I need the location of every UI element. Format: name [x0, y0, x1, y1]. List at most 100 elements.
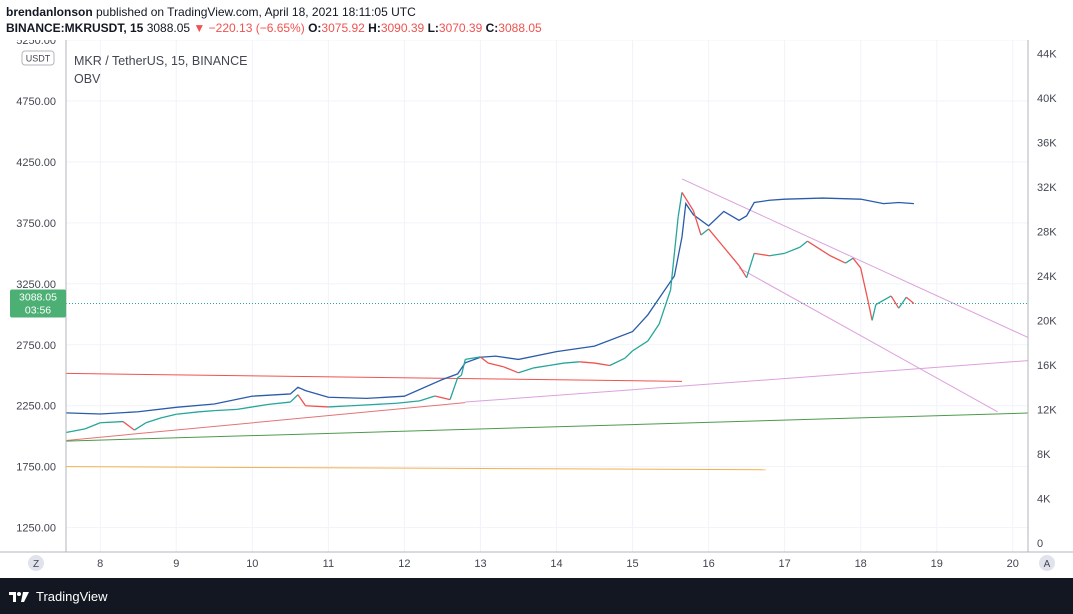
obv-tick-label: 28K: [1037, 226, 1057, 238]
trend-line[interactable]: [738, 267, 998, 413]
obv-tick-label: 12K: [1037, 405, 1057, 417]
price-segment: [746, 253, 755, 278]
time-tick-label: 20: [1007, 558, 1019, 570]
price-segment: [632, 340, 649, 352]
open-label: O:: [308, 21, 322, 35]
symbol-label: BINANCE:MKRUSDT, 15: [6, 21, 144, 35]
price-segment: [692, 210, 702, 236]
price-segment: [579, 361, 595, 364]
auto-scale-button-label: A: [1044, 559, 1051, 570]
time-tick-label: 10: [246, 558, 258, 570]
price-segment: [807, 240, 824, 252]
price-segment: [852, 257, 862, 269]
price-segment: [799, 240, 808, 248]
right-axis-bg: [1028, 40, 1073, 552]
trend-line[interactable]: [681, 178, 1029, 338]
price-tick-label: 1250.00: [16, 523, 56, 535]
tradingview-logo-icon: [9, 592, 29, 602]
price-segment: [100, 420, 124, 424]
time-tick-label: 9: [173, 558, 179, 570]
right-axis-ticks[interactable]: 44K 40K 36K 32K 28K 24K 20K 16K 12K 8K 4K 0: [1037, 48, 1057, 550]
price-chart[interactable]: 5250.00 4750.00 4250.00 3750.00 3250.00 2750.…: [0, 35, 1073, 578]
close-value: 3088.05: [498, 21, 542, 35]
currency-badge[interactable]: USDT: [21, 50, 55, 66]
price-segment: [594, 362, 610, 367]
price-segment: [214, 408, 238, 412]
price-segment: [289, 394, 299, 403]
indicator-legend[interactable]: OBV: [74, 72, 101, 86]
price-segment: [518, 367, 534, 374]
price-tick-label: 4750.00: [16, 96, 56, 108]
price-segment: [487, 362, 504, 368]
trend-line[interactable]: [65, 372, 682, 382]
price-badge-countdown: 03:56: [25, 305, 51, 317]
auto-scale-button[interactable]: A: [1039, 555, 1055, 571]
price-segment: [685, 198, 694, 212]
trend-line[interactable]: [65, 412, 1029, 442]
price-segment: [548, 362, 565, 367]
chart-area[interactable]: 5250.00 4750.00 4250.00 3750.00 3250.00 2750.…: [0, 35, 1073, 578]
timezone-button[interactable]: Z: [28, 555, 44, 571]
price-tick-label: 1750.00: [16, 462, 56, 474]
price-segment: [871, 304, 877, 321]
price-segment: [373, 402, 397, 406]
time-tick-label: 8: [97, 558, 103, 570]
grid: [66, 39, 1028, 552]
price-segment: [176, 411, 200, 415]
price-segment: [396, 400, 420, 404]
price-tick-label: 2750.00: [16, 340, 56, 352]
price-segment: [754, 252, 770, 257]
open-value: 3075.92: [321, 21, 365, 35]
ohlc-line: BINANCE:MKRUSDT, 15 3088.05 ▼ −220.13 (−…: [6, 21, 542, 35]
last-price: 3088.05: [146, 21, 191, 35]
trend-lines[interactable]: [65, 178, 1029, 471]
time-tick-label: 17: [779, 558, 791, 570]
price-segment: [658, 289, 672, 325]
price-badge-price: 3088.05: [19, 292, 57, 304]
price-segment: [160, 413, 177, 419]
price-tick-label: 4250.00: [16, 157, 56, 169]
obv-tick-label: 24K: [1037, 271, 1057, 283]
timezone-button-label: Z: [33, 559, 39, 570]
price-series: [65, 192, 915, 434]
price-segment: [305, 405, 329, 408]
price-segment: [65, 428, 86, 434]
trend-line[interactable]: [465, 360, 1029, 403]
price-segment: [297, 394, 307, 407]
price-badge: 3088.05 03:56: [10, 289, 66, 318]
price-segment: [860, 267, 869, 303]
price-segment: [237, 406, 253, 411]
time-tick-label: 13: [474, 558, 486, 570]
price-segment: [503, 366, 519, 374]
down-arrow-icon: ▼: [193, 21, 206, 35]
time-tick-label: 11: [323, 558, 334, 570]
price-segment: [723, 246, 740, 266]
footer: TradingView: [0, 578, 1073, 614]
price-segment: [890, 295, 900, 309]
price-segment: [457, 374, 462, 379]
chart-legend-title[interactable]: MKR / TetherUS, 15, BINANCE: [74, 54, 247, 68]
price-tick-label: 5250.00: [16, 40, 56, 47]
trend-line[interactable]: [65, 402, 466, 441]
high-value: 3090.39: [380, 21, 425, 35]
low-value: 3070.39: [438, 21, 483, 35]
price-segment: [867, 301, 873, 321]
trend-line[interactable]: [65, 466, 766, 471]
price-segment: [677, 192, 683, 217]
price-segment: [328, 405, 352, 408]
price-segment: [669, 216, 679, 290]
price-segment: [738, 265, 748, 279]
published-text: published on TradingView.com, April 18, …: [92, 5, 416, 19]
footer-brand: TradingView: [36, 588, 108, 604]
price-segment: [822, 250, 831, 257]
low-label: L:: [427, 21, 439, 35]
tradingview-logo[interactable]: TradingView: [8, 588, 108, 604]
author-name[interactable]: brendanlonson: [6, 5, 93, 19]
price-segment: [681, 192, 687, 199]
price-segment: [875, 295, 892, 306]
price-segment: [419, 395, 436, 402]
price-segment: [351, 403, 375, 407]
change-value: −220.13 (−6.65%): [208, 21, 305, 35]
price-tick-label: 2250.00: [16, 401, 56, 413]
time-axis-ticks[interactable]: 8 9 10 11 12 13 14 15 16 17 18 19 20: [97, 558, 1019, 570]
